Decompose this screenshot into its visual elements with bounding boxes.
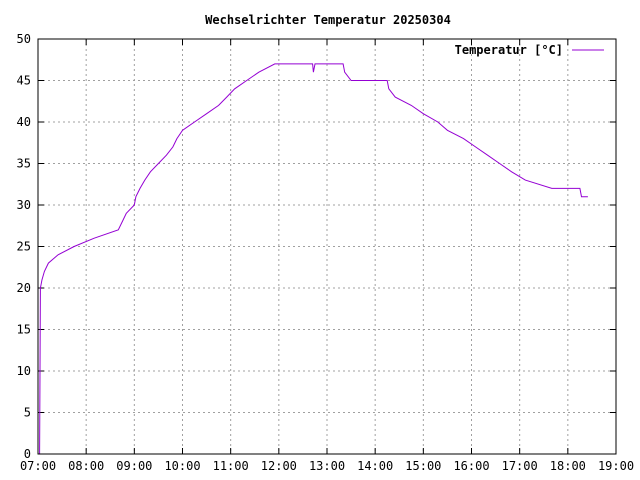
series-layer	[38, 63, 588, 455]
legend-label: Temperatur [°C]	[455, 43, 563, 57]
x-tick-label: 19:00	[598, 459, 634, 473]
x-tick-label: 11:00	[213, 459, 249, 473]
x-tick-label: 17:00	[502, 459, 538, 473]
chart-title: Wechselrichter Temperatur 20250304	[205, 13, 451, 27]
x-tick-label: 09:00	[116, 459, 152, 473]
x-tick-label: 07:00	[20, 459, 56, 473]
y-tick-label: 15	[17, 323, 31, 337]
x-tick-label: 14:00	[357, 459, 393, 473]
y-tick-label: 35	[17, 157, 31, 171]
x-tick-label: 10:00	[164, 459, 200, 473]
x-axis-tick-labels: 07:00 08:00 09:00 10:00 11:00 12:00 13:00 14:00…	[20, 459, 634, 473]
x-tick-label: 16:00	[453, 459, 489, 473]
y-tick-label: 40	[17, 115, 31, 129]
y-tick-label: 25	[17, 240, 31, 254]
y-tick-label: 50	[17, 32, 31, 46]
y-tick-label: 0	[24, 447, 31, 461]
legend: Temperatur [°C]	[455, 43, 604, 57]
y-tick-label: 5	[24, 406, 31, 420]
series-line-temperature	[38, 63, 588, 455]
y-tick-label: 20	[17, 281, 31, 295]
y-tick-label: 30	[17, 198, 31, 212]
x-tick-label: 08:00	[68, 459, 104, 473]
x-tick-label: 12:00	[261, 459, 297, 473]
x-tick-label: 18:00	[550, 459, 586, 473]
plot-area-border	[37, 38, 617, 455]
x-tick-label: 13:00	[309, 459, 345, 473]
y-axis-tick-labels: 0 5 10 15 20 25 30 35 40 45 50	[17, 32, 31, 461]
x-tick-label: 15:00	[405, 459, 441, 473]
grid-lines	[38, 39, 616, 454]
y-tick-label: 10	[17, 364, 31, 378]
y-tick-label: 45	[17, 74, 31, 88]
